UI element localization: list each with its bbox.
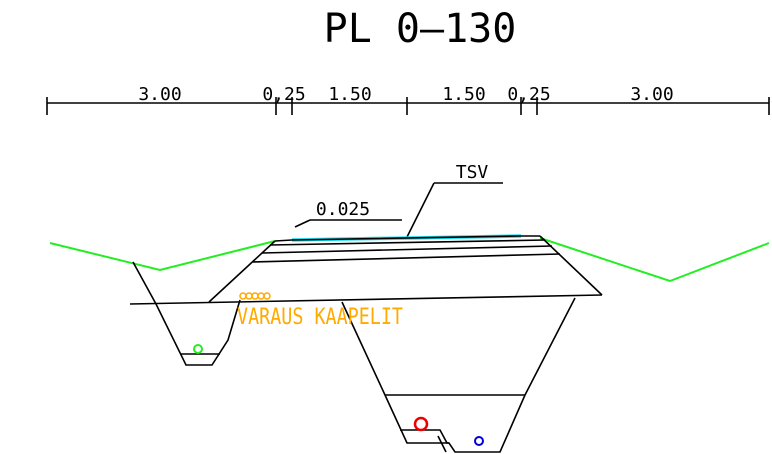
ground-line-right <box>539 237 770 283</box>
slope-indicator: 0.025 <box>294 199 402 228</box>
dimension-line: 3.00 0,25 1.50 1.50 0,25 3.00 <box>46 84 770 115</box>
drawing-title: PL 0–130 <box>324 6 517 52</box>
surface-leader: TSV <box>406 162 503 238</box>
surface-label: TSV <box>456 162 489 183</box>
green-pipe-icon <box>193 344 203 354</box>
road-structure <box>129 235 603 305</box>
left-ditch <box>132 261 241 366</box>
red-pipe-icon <box>413 416 429 432</box>
ground-line-left <box>49 240 276 272</box>
dimension-label: 3.00 <box>630 84 673 105</box>
dimension-label: 1.50 <box>328 84 371 105</box>
dimension-label: 1.50 <box>442 84 485 105</box>
blue-pipe-icon <box>474 436 484 446</box>
dimension-label: 0,25 <box>507 84 550 105</box>
dimension-label: 0,25 <box>262 84 305 105</box>
dimension-label: 3.00 <box>138 84 181 105</box>
cable-label: VARAUS KAAPELIT <box>237 305 403 330</box>
cable-reservation: VARAUS KAAPELIT <box>237 292 403 330</box>
slope-label: 0.025 <box>316 199 370 220</box>
